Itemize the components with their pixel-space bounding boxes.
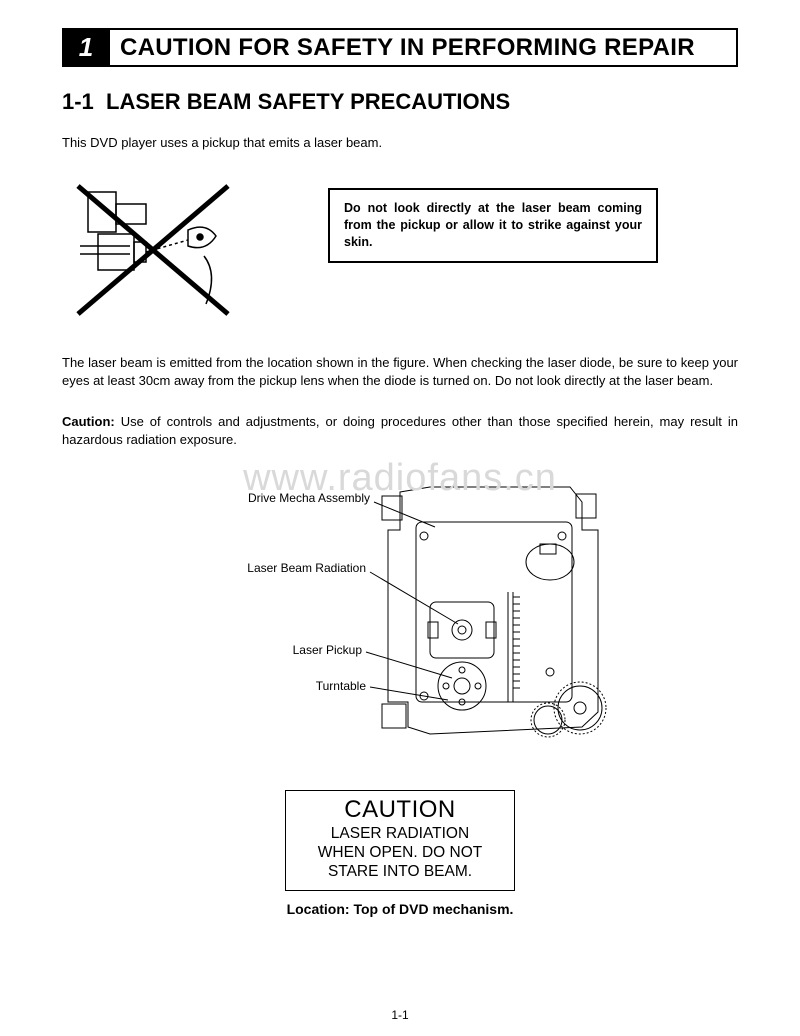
subsection-heading: LASER BEAM SAFETY PRECAUTIONS (106, 89, 510, 114)
caution-label-block: CAUTION LASER RADIATION WHEN OPEN. DO NO… (285, 790, 515, 891)
caution-paragraph: Caution: Use of controls and adjustments… (62, 413, 738, 448)
body-paragraph-1: The laser beam is emitted from the locat… (62, 354, 738, 389)
label-laser-beam: Laser Beam Radiation (247, 561, 366, 575)
caution-line-3: STARE INTO BEAM. (292, 862, 508, 881)
label-laser-pickup: Laser Pickup (293, 643, 363, 657)
caution-line-1: LASER RADIATION (292, 824, 508, 843)
section-header: 1 CAUTION FOR SAFETY IN PERFORMING REPAI… (62, 28, 738, 67)
caution-line-2: WHEN OPEN. DO NOT (292, 843, 508, 862)
intro-paragraph: This DVD player uses a pickup that emits… (62, 135, 738, 150)
label-drive-mecha: Drive Mecha Assembly (248, 491, 370, 505)
do-not-look-icon (68, 174, 238, 324)
caution-text: Use of controls and adjustments, or doin… (62, 414, 738, 447)
location-line: Location: Top of DVD mechanism. (62, 901, 738, 917)
subsection-title: 1-1 LASER BEAM SAFETY PRECAUTIONS (62, 89, 738, 115)
label-turntable: Turntable (316, 679, 367, 693)
page-number: 1-1 (0, 1008, 800, 1022)
warning-row: Do not look directly at the laser beam c… (62, 174, 738, 324)
caution-big-text: CAUTION (292, 797, 508, 823)
warning-box: Do not look directly at the laser beam c… (328, 188, 658, 263)
drive-mecha-diagram: Drive Mecha Assembly Laser Beam Radiatio… (62, 472, 738, 772)
section-number-badge: 1 (62, 28, 110, 67)
subsection-number: 1-1 (62, 89, 94, 114)
section-title: CAUTION FOR SAFETY IN PERFORMING REPAIR (110, 28, 738, 67)
caution-label: Caution: (62, 414, 115, 429)
